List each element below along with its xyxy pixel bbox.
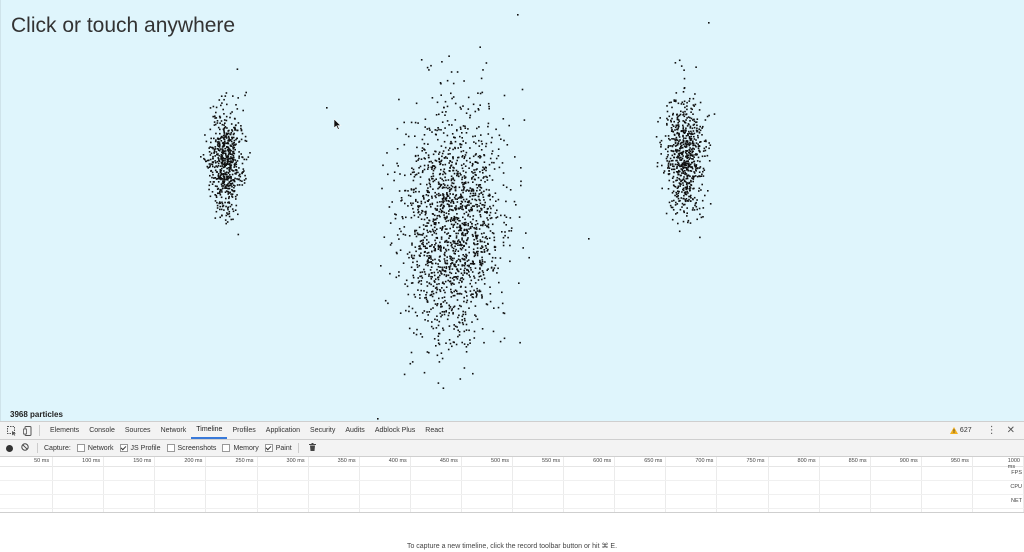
ruler-tick-label: 100 ms: [82, 458, 101, 464]
checkbox-label: Network: [87, 444, 114, 452]
ruler-tick-label: 700 ms: [695, 458, 714, 464]
checkbox-label: JS Profile: [130, 444, 161, 452]
record-button[interactable]: [6, 444, 13, 452]
checkbox-box[interactable]: [76, 444, 85, 452]
ruler-gridline: [818, 457, 820, 512]
ruler-gridline: [154, 457, 156, 512]
ruler-gridline: [307, 457, 309, 512]
tab-elements[interactable]: Elements: [50, 427, 80, 434]
particle-count: 3968 particles: [10, 410, 63, 419]
ruler-gridline: [920, 457, 922, 512]
ruler-tick-label: 150 ms: [133, 458, 152, 464]
ruler-tick-label: 850 ms: [848, 458, 867, 464]
checkbox-box[interactable]: [264, 444, 273, 452]
capture-memory-checkbox[interactable]: Memory: [222, 444, 259, 452]
ruler-tick-label: 800 ms: [797, 458, 816, 464]
tab-audits[interactable]: Audits: [345, 427, 365, 434]
checkbox-box[interactable]: [166, 444, 175, 452]
checkbox-label: Screenshots: [177, 444, 217, 452]
more-options-icon[interactable]: ⋮: [986, 424, 997, 436]
capture-js-profile-checkbox[interactable]: JS Profile: [119, 444, 161, 452]
clear-button[interactable]: [21, 443, 29, 453]
ruler-tick-label: 550 ms: [542, 458, 561, 464]
garbage-collect-icon[interactable]: [308, 443, 316, 453]
ruler-tick-label: 400 ms: [388, 458, 407, 464]
ruler-gridline: [409, 457, 411, 512]
ruler-tick-label: 500 ms: [490, 458, 509, 464]
track-label-net: NET: [1011, 498, 1022, 504]
tab-console[interactable]: Console: [89, 427, 115, 434]
ruler-gridline: [665, 457, 667, 512]
track-label-cpu: CPU: [1010, 484, 1022, 490]
tab-network[interactable]: Network: [160, 427, 187, 434]
track-separator: [0, 480, 1024, 481]
tab-security[interactable]: Security: [310, 427, 336, 434]
ruler-gridline: [869, 457, 871, 512]
tab-sources[interactable]: Sources: [124, 427, 151, 434]
clear-icon: [21, 443, 29, 451]
ruler-gridline: [971, 457, 973, 512]
ruler-gridline: [614, 457, 616, 512]
ruler-gridline: [358, 457, 360, 512]
capture-paint-checkbox[interactable]: Paint: [264, 444, 292, 452]
inspect-element-icon[interactable]: [5, 424, 18, 437]
ruler-tick-label: 300 ms: [286, 458, 305, 464]
checkbox-box[interactable]: [119, 444, 128, 452]
page-viewport[interactable]: Click or touch anywhere 3968 particles: [0, 0, 1024, 421]
devtools-panel: Elements Console Sources Network Timeline Pro…: [0, 421, 1024, 552]
ruler-gridline: [563, 457, 565, 512]
ruler-gridline: [460, 457, 462, 512]
tab-react[interactable]: React: [425, 427, 444, 434]
ruler-tick-label: 450 ms: [439, 458, 458, 464]
ruler-tick-label: 250 ms: [235, 458, 254, 464]
warning-count-badge[interactable]: 627: [949, 427, 972, 434]
devtools-tabbar: Elements Console Sources Network Timeline Pro…: [0, 422, 1024, 440]
checkbox-label: Paint: [275, 444, 292, 452]
ruler-tick-label: 50 ms: [34, 458, 50, 464]
ruler-tick-label: 900 ms: [899, 458, 918, 464]
ruler-gridline: [716, 457, 718, 512]
tab-timeline[interactable]: Timeline: [191, 422, 228, 439]
capture-screenshots-checkbox[interactable]: Screenshots: [166, 444, 217, 452]
ruler-tick-label: 1000 ms: [1007, 458, 1020, 470]
particle-field: [200, 14, 716, 420]
ruler-tick-label: 750 ms: [746, 458, 765, 464]
ruler-gridline: [767, 457, 769, 512]
capture-hint: To capture a new timeline, click the rec…: [406, 543, 618, 550]
ruler-tick-label: 200 ms: [184, 458, 203, 464]
tab-profiles[interactable]: Profiles: [232, 427, 256, 434]
ruler-tick-label: 650 ms: [644, 458, 663, 464]
ruler-tick-label: 350 ms: [337, 458, 356, 464]
track-label-fps: FPS: [1011, 470, 1022, 476]
capture-label: Capture:: [44, 444, 71, 452]
ruler-gridline: [512, 457, 513, 512]
tab-adblock-plus[interactable]: Adblock Plus: [374, 427, 416, 434]
ruler-gridline: [52, 457, 54, 512]
checkbox-box[interactable]: [222, 444, 231, 452]
track-separator: [0, 508, 1024, 509]
ruler-gridline: [256, 457, 258, 512]
track-separator: [0, 494, 1024, 495]
page-title: Click or touch anywhere: [11, 14, 236, 37]
device-toolbar-icon[interactable]: [21, 424, 34, 437]
capture-network-checkbox[interactable]: Network: [76, 444, 114, 452]
timeline-overview[interactable]: 50 ms 100 ms 150 ms 200 ms 250 ms 300 ms 350 m…: [0, 457, 1024, 513]
close-devtools-icon[interactable]: ✕: [1006, 424, 1015, 436]
ruler-gridline: [103, 457, 105, 512]
tab-application[interactable]: Application: [265, 427, 301, 434]
warning-triangle-icon: [949, 427, 958, 434]
ruler-gridline: [205, 457, 207, 512]
checkbox-label: Memory: [233, 444, 259, 452]
mouse-cursor-icon: [333, 117, 342, 135]
ruler-tick-label: 950 ms: [950, 458, 969, 464]
ruler-tick-label: 600 ms: [593, 458, 612, 464]
timeline-toolbar: Capture: Network JS Profile Screenshots Mem…: [0, 440, 1024, 457]
